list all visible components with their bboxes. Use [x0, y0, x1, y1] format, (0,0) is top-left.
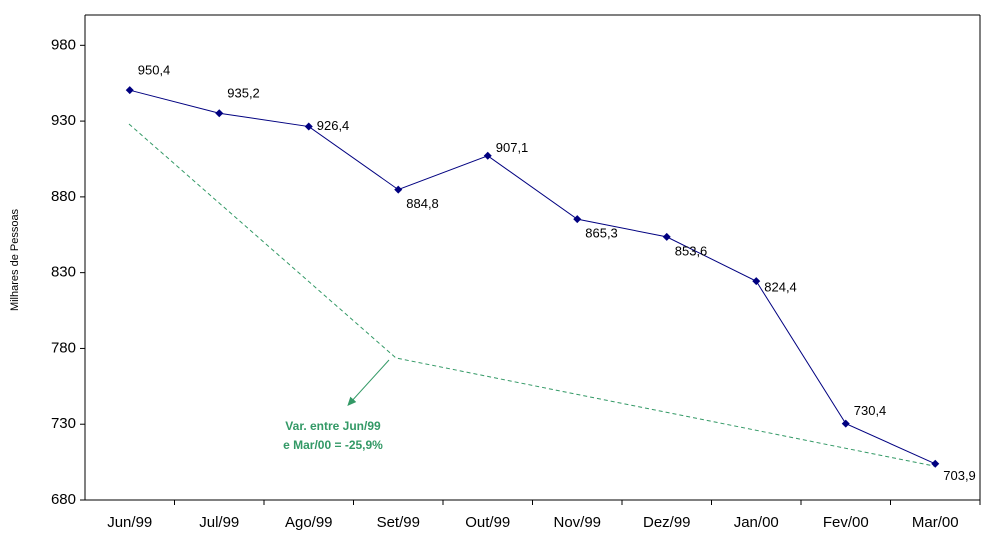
value-label: 730,4: [854, 403, 887, 418]
y-tick-label: 880: [51, 188, 76, 205]
value-label: 884,8: [406, 196, 439, 211]
value-label: 824,4: [764, 280, 797, 295]
point: [215, 109, 224, 118]
value-label: 926,4: [317, 118, 350, 133]
value-label: 907,1: [496, 140, 529, 155]
trend-line: [128, 123, 935, 467]
x-tick-label: Jan/00: [734, 514, 779, 531]
value-label: 950,4: [138, 63, 171, 78]
value-label: 853,6: [675, 243, 708, 258]
value-label: 935,2: [227, 86, 260, 101]
y-tick-label: 730: [51, 415, 76, 432]
x-tick-label: Ago/99: [285, 514, 333, 531]
x-tick-label: Out/99: [465, 514, 510, 531]
x-tick-label: Jun/99: [107, 514, 152, 531]
x-tick-label: Nov/99: [553, 514, 601, 531]
annotation: e Mar/00 = -25,9%: [283, 438, 383, 452]
y-tick-label: 930: [51, 112, 76, 129]
point: [125, 86, 134, 95]
point: [931, 459, 940, 468]
value-label: 703,9: [943, 468, 976, 483]
y-tick-label: 830: [51, 264, 76, 281]
annotation-arrow: [347, 359, 390, 406]
y-tick-label: 680: [51, 491, 76, 508]
x-tick-label: Mar/00: [912, 514, 959, 531]
x-tick-label: Dez/99: [643, 514, 691, 531]
point: [752, 277, 761, 286]
line: [129, 89, 936, 465]
point: [573, 215, 582, 224]
point: [662, 232, 671, 241]
point: [483, 151, 492, 160]
y-tick-label: 780: [51, 339, 76, 356]
y-axis-label: Milhares de Pessoas: [9, 208, 21, 311]
point: [304, 122, 313, 131]
point: [394, 185, 403, 194]
point: [841, 419, 850, 428]
y-tick-label: 980: [51, 36, 76, 53]
annotation: Var. entre Jun/99: [285, 419, 381, 433]
x-tick-label: Set/99: [377, 514, 420, 531]
x-tick-label: Jul/99: [199, 514, 239, 531]
value-label: 865,3: [585, 226, 618, 241]
x-tick-label: Fev/00: [823, 514, 869, 531]
